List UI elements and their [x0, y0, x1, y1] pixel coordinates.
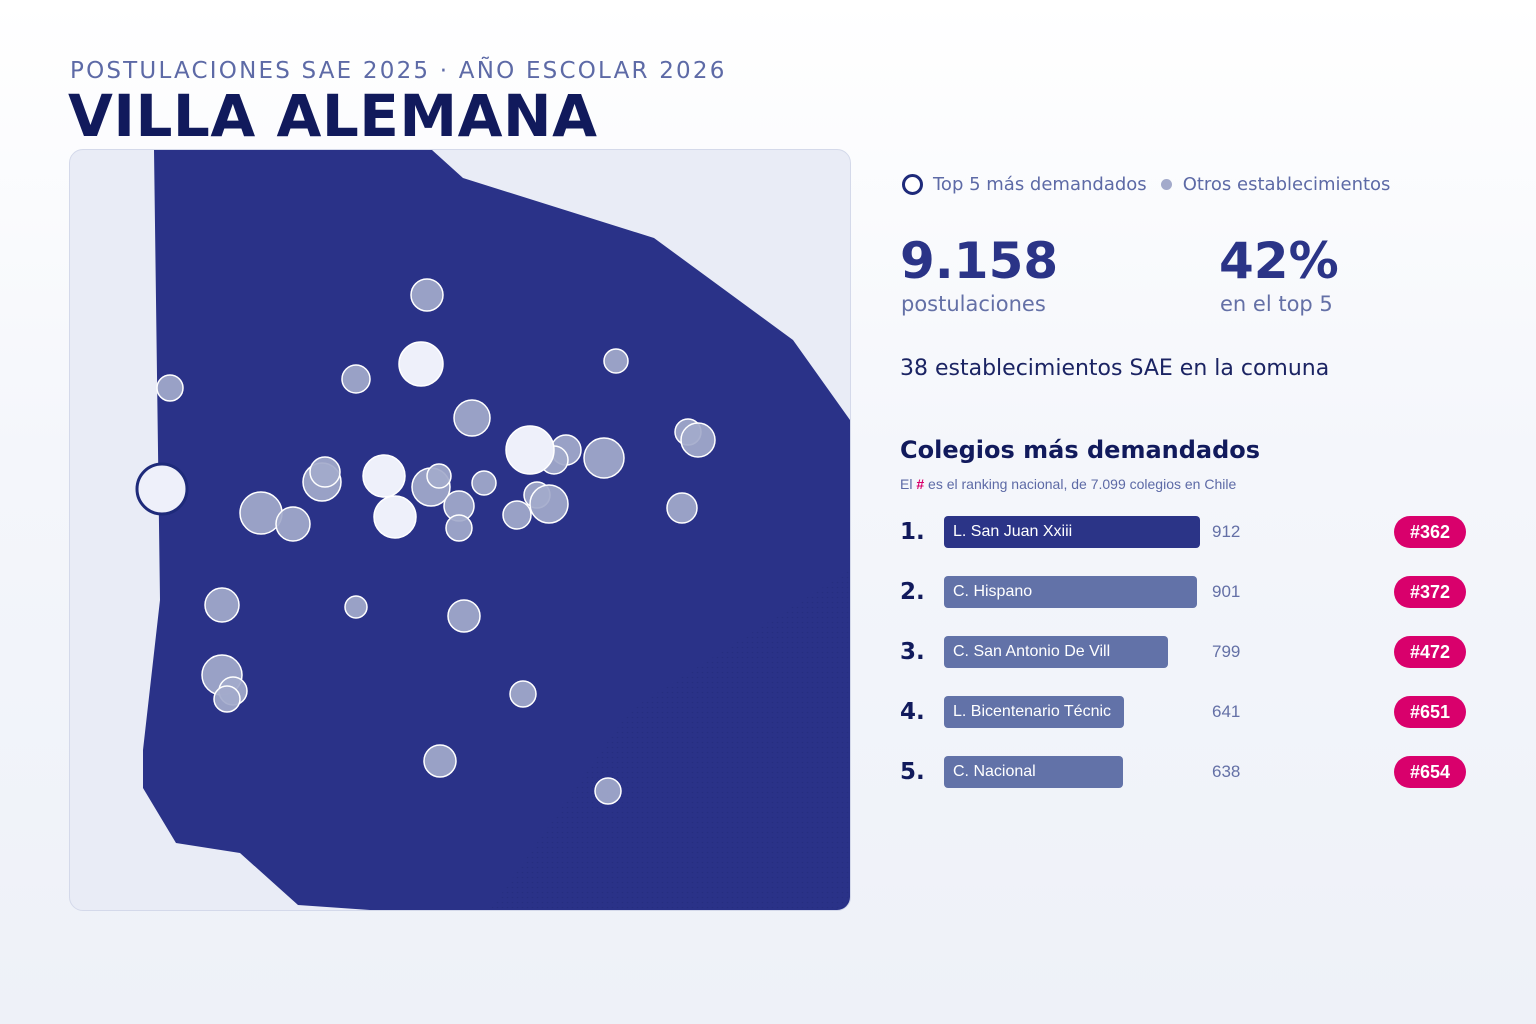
- school-point[interactable]: [445, 514, 473, 542]
- ranking-row[interactable]: 2. C. Hispano 901 #372: [900, 576, 1470, 608]
- ranking-row[interactable]: 4. L. Bicentenario Técnic 641 #651: [900, 696, 1470, 728]
- ranking-note: El # es el ranking nacional, de 7.099 co…: [900, 476, 1236, 492]
- map-legend: Top 5 más demandados Otros establecimien…: [902, 174, 1390, 195]
- ranking-position: 4.: [900, 699, 925, 725]
- school-point[interactable]: [423, 744, 457, 778]
- school-point[interactable]: [594, 777, 622, 805]
- top5-share-value: 42%: [1219, 232, 1339, 290]
- top5-school-point[interactable]: [362, 454, 406, 498]
- school-point[interactable]: [603, 348, 629, 374]
- page-subtitle: POSTULACIONES SAE 2025 · AÑO ESCOLAR 202…: [70, 58, 727, 84]
- legend-top5-label: Top 5 más demandados: [933, 174, 1147, 195]
- top5-ring-icon: [902, 174, 923, 195]
- school-point[interactable]: [309, 456, 341, 488]
- ranking-position: 3.: [900, 639, 925, 665]
- school-point[interactable]: [275, 506, 311, 542]
- total-applications-value: 9.158: [900, 232, 1059, 290]
- school-point[interactable]: [213, 685, 241, 713]
- top5-school-point[interactable]: [398, 341, 444, 387]
- national-rank-badge: #472: [1394, 636, 1466, 668]
- school-points: [135, 278, 716, 805]
- school-point[interactable]: [509, 680, 537, 708]
- school-point[interactable]: [453, 399, 491, 437]
- national-rank-badge: #651: [1394, 696, 1466, 728]
- ranking-title: Colegios más demandados: [900, 436, 1261, 464]
- national-rank-badge: #654: [1394, 756, 1466, 788]
- commune-map: [135, 150, 850, 910]
- ranking-value: 912: [1212, 522, 1241, 541]
- others-dot-icon: [1160, 179, 1172, 190]
- school-point[interactable]: [529, 484, 569, 524]
- ranking-value: 799: [1212, 642, 1241, 661]
- total-applications-label: postulaciones: [901, 292, 1046, 316]
- ranking-value: 638: [1212, 762, 1241, 781]
- ranking-bar: C. Nacional: [944, 756, 1123, 788]
- ranking-value: 641: [1212, 702, 1241, 721]
- ranking-position: 1.: [900, 519, 925, 545]
- school-point[interactable]: [471, 470, 497, 496]
- ranking-bar: C. Hispano: [944, 576, 1197, 608]
- ranking-row[interactable]: 5. C. Nacional 638 #654: [900, 756, 1470, 788]
- ranking-bar: L. Bicentenario Técnic: [944, 696, 1124, 728]
- national-rank-badge: #372: [1394, 576, 1466, 608]
- top5-school-point[interactable]: [373, 495, 417, 539]
- school-point[interactable]: [410, 278, 444, 312]
- school-point[interactable]: [447, 599, 481, 633]
- top5-school-point[interactable]: [505, 425, 555, 475]
- ranking-bar: C. San Antonio De Vill: [944, 636, 1168, 668]
- school-point[interactable]: [583, 437, 625, 479]
- ranking-row[interactable]: 1. L. San Juan Xxiii 912 #362: [900, 516, 1470, 548]
- note-hash: #: [916, 476, 925, 492]
- ranking-position: 2.: [900, 579, 925, 605]
- map-panel[interactable]: [69, 149, 851, 911]
- school-point[interactable]: [502, 500, 532, 530]
- ranking-bar: L. San Juan Xxiii: [944, 516, 1200, 548]
- ranking-row[interactable]: 3. C. San Antonio De Vill 799 #472: [900, 636, 1470, 668]
- note-prefix: El: [900, 476, 913, 492]
- school-point[interactable]: [156, 374, 184, 402]
- page-title: VILLA ALEMANA: [68, 82, 598, 150]
- schools-count-text: 38 establecimientos SAE en la comuna: [900, 356, 1330, 381]
- top5-share-label: en el top 5: [1220, 292, 1333, 316]
- top5-school-point[interactable]: [135, 462, 189, 516]
- ranking-position: 5.: [900, 759, 925, 785]
- note-suffix: es el ranking nacional, de 7.099 colegio…: [928, 476, 1237, 492]
- school-point[interactable]: [426, 463, 452, 489]
- school-point[interactable]: [204, 587, 240, 623]
- national-rank-badge: #362: [1394, 516, 1466, 548]
- school-point[interactable]: [666, 492, 698, 524]
- school-point[interactable]: [341, 364, 371, 394]
- legend-others-label: Otros establecimientos: [1182, 174, 1391, 195]
- school-point[interactable]: [680, 422, 716, 458]
- ranking-value: 901: [1212, 582, 1241, 601]
- school-point[interactable]: [344, 595, 368, 619]
